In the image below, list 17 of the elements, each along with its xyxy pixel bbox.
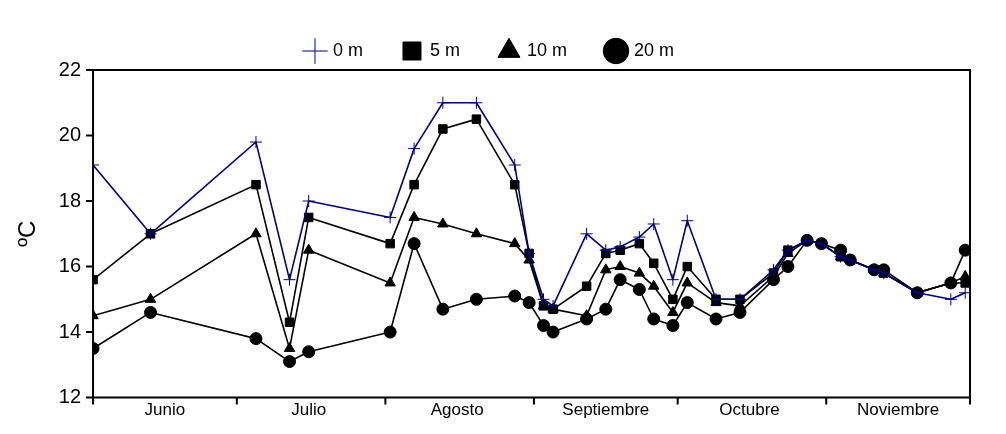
y-tick-label: 16 xyxy=(58,254,82,277)
legend-label: 20 m xyxy=(634,39,675,60)
y-tick-label: 22 xyxy=(58,57,82,80)
x-tick-label: Julio xyxy=(291,400,327,420)
legend-label: 0 m xyxy=(332,39,363,60)
y-tick-label: 18 xyxy=(58,188,82,211)
x-tick-label: Septiembre xyxy=(562,400,650,420)
legend-label: 10 m xyxy=(526,39,568,60)
x-tick-label: Octubre xyxy=(719,400,780,420)
y-tick-label: 20 xyxy=(58,123,82,146)
y-tick-label: 12 xyxy=(58,385,82,408)
x-tick-label: Noviembre xyxy=(857,400,940,420)
legend-label: 5 m xyxy=(429,39,460,60)
y-axis-title: ºC xyxy=(13,220,41,247)
x-tick-label: Junio xyxy=(144,400,186,420)
x-tick-label: Agosto xyxy=(430,400,484,420)
y-tick-label: 14 xyxy=(58,319,82,342)
